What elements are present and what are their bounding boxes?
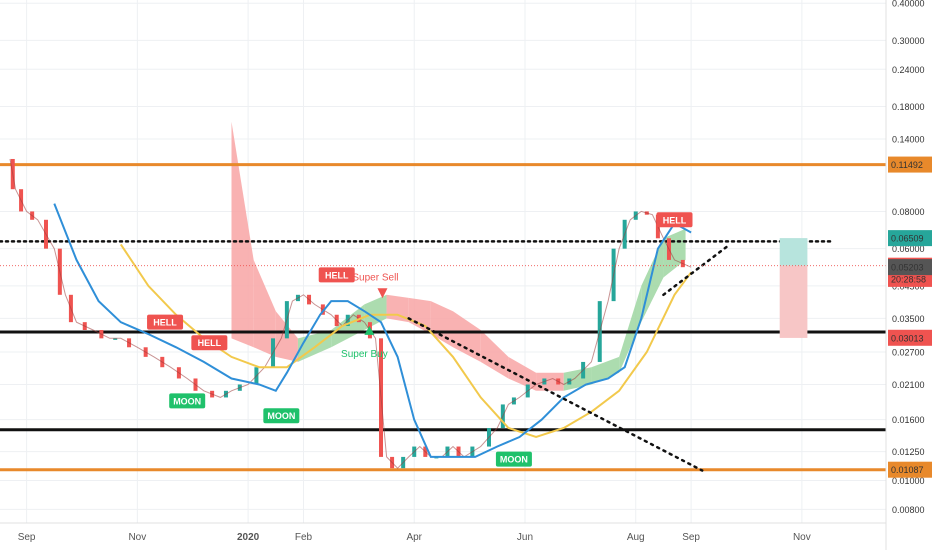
price-label-text: 0.01087 [891, 465, 924, 475]
price-label-box [888, 329, 932, 346]
y-tick-label: 0.00800 [892, 505, 925, 515]
y-tick-label: 0.01000 [892, 476, 925, 486]
cloud-segment [453, 311, 481, 362]
x-tick-label: Sep [682, 532, 700, 543]
y-tick-label: 0.02100 [892, 380, 925, 390]
cloud-segment [231, 121, 254, 348]
hell-badge-label: HELL [198, 338, 222, 348]
price-label-text: 0.11492 [891, 160, 923, 170]
cloud-segment [641, 238, 664, 323]
price-label-box [888, 461, 932, 478]
position-profit-zone [779, 238, 808, 266]
moon-badge-label: MOON [173, 396, 201, 406]
x-tick-label: Jun [517, 532, 533, 543]
super-buy-label: Super Buy [341, 349, 388, 360]
y-tick-label: 0.01250 [892, 447, 925, 457]
price-label-text: 0.06509 [891, 234, 924, 244]
super-sell-label: Super Sell [352, 272, 398, 283]
price-label-box [888, 259, 932, 276]
hell-badge [318, 267, 355, 283]
price-label-text: 20:28:58 [891, 274, 926, 284]
x-tick-label: Apr [406, 532, 422, 543]
hell-badge-label: HELL [325, 270, 349, 280]
series-layer [9, 158, 692, 469]
y-tick-label: 0.18000 [892, 102, 925, 112]
moon-badge [495, 451, 532, 467]
annotation-layer: HELL HELL HELL HELL MOON MOON MOON Super Sell Su… [147, 212, 693, 467]
cloud-segment [591, 356, 620, 385]
y-tick-label: 0.08000 [892, 207, 925, 217]
moon-badge [263, 408, 300, 424]
x-tick-label: Feb [295, 532, 313, 543]
moon-badge-label: MOON [500, 455, 528, 465]
hell-badge [147, 314, 184, 330]
hell-badge [191, 335, 228, 351]
super-sell-arrow [377, 288, 388, 299]
price-label-box [888, 230, 932, 247]
hell-badge-label: HELL [663, 215, 687, 225]
candle [113, 338, 118, 340]
y-tick-label: 0.14000 [892, 135, 925, 145]
y-tick-label: 0.30000 [892, 36, 925, 46]
y-tick-label: 0.03500 [892, 314, 925, 324]
y-tick-label: 0.40000 [892, 0, 925, 9]
x-axis: Sep Nov 2020 Feb Apr Jun Aug Sep Nov [18, 532, 811, 543]
y-axis: 0.00800 0.01000 0.01250 0.01600 0.02100 0.027… [892, 0, 925, 515]
price-labels: 0.114920.065090.0526020:28:580.052030.03… [888, 156, 932, 478]
price-label-text: 0.05203 [891, 263, 924, 273]
dotted-trendline [407, 317, 704, 472]
y-tick-label: 0.01600 [892, 415, 925, 425]
dotted-trendline [662, 243, 732, 297]
moon-badge-label: MOON [267, 411, 295, 421]
price-label-box [888, 156, 932, 173]
cloud-segment [508, 356, 537, 391]
trendline-layer [407, 243, 732, 472]
price-line [9, 158, 692, 469]
level-lines [0, 163, 886, 472]
x-tick-label: Nov [128, 532, 146, 543]
position-loss-zone [779, 265, 808, 338]
cloud-segment [430, 301, 453, 348]
super-buy-arrow [364, 325, 375, 335]
x-tick-label: Sep [18, 532, 36, 543]
y-tick-label: 0.24000 [892, 65, 925, 75]
cloud-segment [536, 372, 564, 391]
x-tick-label: 2020 [237, 532, 260, 543]
moon-badge [169, 393, 206, 409]
cloud-segment [619, 285, 642, 373]
hell-badge-label: HELL [153, 318, 177, 328]
x-tick-label: Aug [627, 532, 645, 543]
y-tick-label: 0.02700 [892, 347, 925, 357]
price-label-text: 0.03013 [891, 333, 924, 343]
x-tick-label: Nov [793, 532, 811, 543]
hell-badge [656, 212, 693, 228]
y-tick-label: 0.06000 [892, 244, 925, 254]
moving-average-blue [53, 203, 692, 458]
position-box [0, 238, 886, 338]
